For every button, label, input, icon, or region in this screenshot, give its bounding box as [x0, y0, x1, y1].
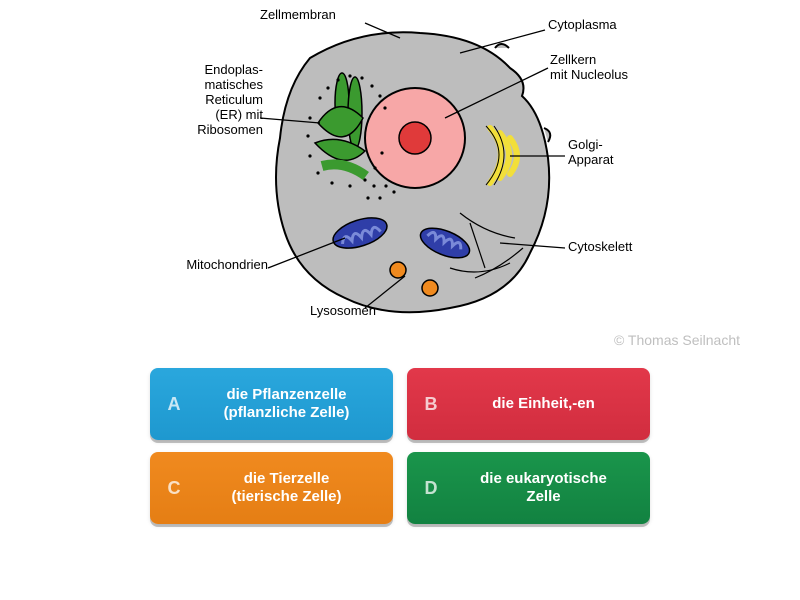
lysosome	[422, 280, 438, 296]
answer-d-button[interactable]: D die eukaryotische Zelle	[407, 452, 650, 524]
label-er: Endoplas- matisches Reticulum (ER) mit R…	[158, 63, 263, 138]
label-mitochondrien: Mitochondrien	[158, 258, 268, 273]
label-golgi: Golgi- Apparat	[568, 138, 614, 168]
diagram-credit: © Thomas Seilnacht	[614, 332, 740, 348]
nucleolus	[399, 122, 431, 154]
answer-text: die Einheit,-en	[447, 395, 640, 413]
membrane-bump	[495, 44, 509, 48]
answer-letter: D	[415, 472, 447, 504]
label-cytoplasma: Cytoplasma	[548, 18, 617, 33]
cell-diagram: Zellmembran Endoplas- matisches Reticulu…	[150, 8, 650, 348]
answer-text: die Tierzelle (tierische Zelle)	[190, 470, 383, 506]
lysosome	[390, 262, 406, 278]
label-lysosomen: Lysosomen	[310, 304, 376, 319]
label-cytoskelett: Cytoskelett	[568, 240, 632, 255]
answer-text: die eukaryotische Zelle	[447, 470, 640, 506]
answer-letter: B	[415, 388, 447, 420]
answer-letter: A	[158, 388, 190, 420]
label-zellmembran: Zellmembran	[260, 8, 360, 23]
answer-letter: C	[158, 472, 190, 504]
answer-b-button[interactable]: B die Einheit,-en	[407, 368, 650, 440]
label-zellkern: Zellkern mit Nucleolus	[550, 53, 628, 83]
answer-grid: A die Pflanzenzelle (pflanzliche Zelle) …	[150, 368, 650, 524]
answer-text: die Pflanzenzelle (pflanzliche Zelle)	[190, 386, 383, 422]
answer-c-button[interactable]: C die Tierzelle (tierische Zelle)	[150, 452, 393, 524]
answer-a-button[interactable]: A die Pflanzenzelle (pflanzliche Zelle)	[150, 368, 393, 440]
